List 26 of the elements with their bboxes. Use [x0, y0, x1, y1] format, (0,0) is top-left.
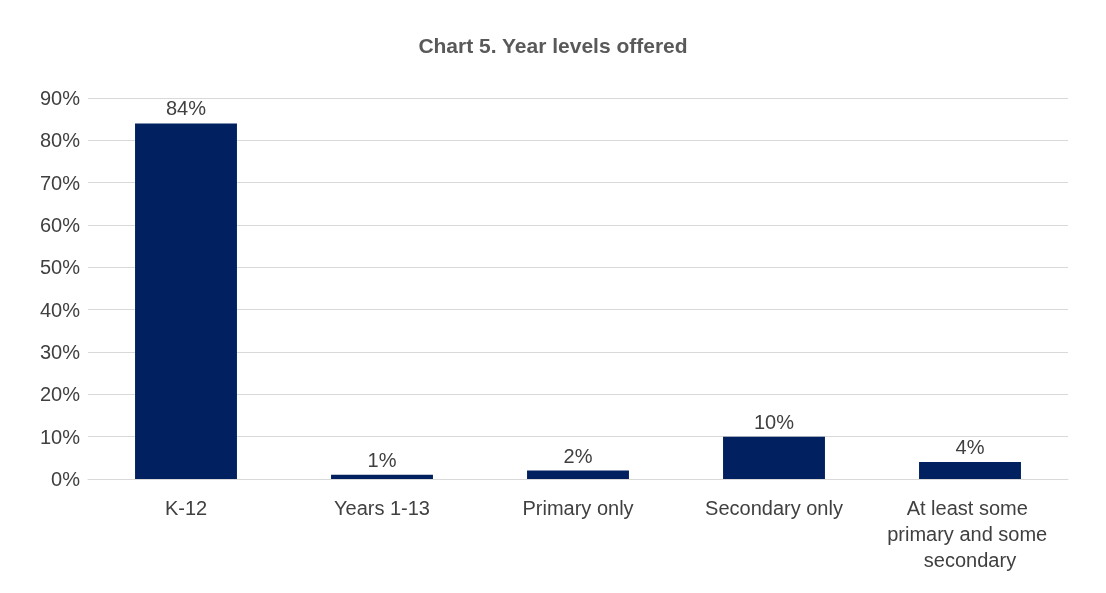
bar — [723, 436, 825, 479]
data-label: 1% — [367, 448, 397, 471]
y-tick-label: 80% — [39, 129, 81, 152]
y-tick-label: 40% — [39, 298, 81, 321]
y-tick-label: 50% — [39, 256, 81, 279]
y-tick-label: 20% — [39, 383, 81, 406]
bar — [331, 474, 433, 479]
x-tick-label: Primary only — [522, 497, 634, 519]
data-label: 10% — [753, 410, 795, 433]
y-tick-label: 0% — [51, 468, 81, 490]
bar — [135, 123, 237, 479]
bar — [919, 462, 1021, 479]
data-label: 84% — [165, 97, 207, 120]
chart-title: Chart 5. Year levels offered — [418, 34, 688, 57]
data-label: 2% — [563, 444, 593, 467]
y-tick-label: 10% — [39, 425, 81, 448]
data-label: 4% — [955, 436, 985, 459]
y-tick-label: 70% — [39, 171, 81, 194]
bar — [527, 470, 629, 479]
y-tick-label: 30% — [39, 341, 81, 363]
y-tick-label: 90% — [39, 87, 81, 109]
x-tick-label: Years 1-13 — [334, 497, 430, 519]
y-tick-label: 60% — [39, 214, 81, 236]
x-tick-label: At least some primary and some secondary — [887, 497, 1053, 571]
x-tick-label: K-12 — [164, 497, 208, 519]
x-tick-label: Secondary only — [705, 497, 843, 519]
